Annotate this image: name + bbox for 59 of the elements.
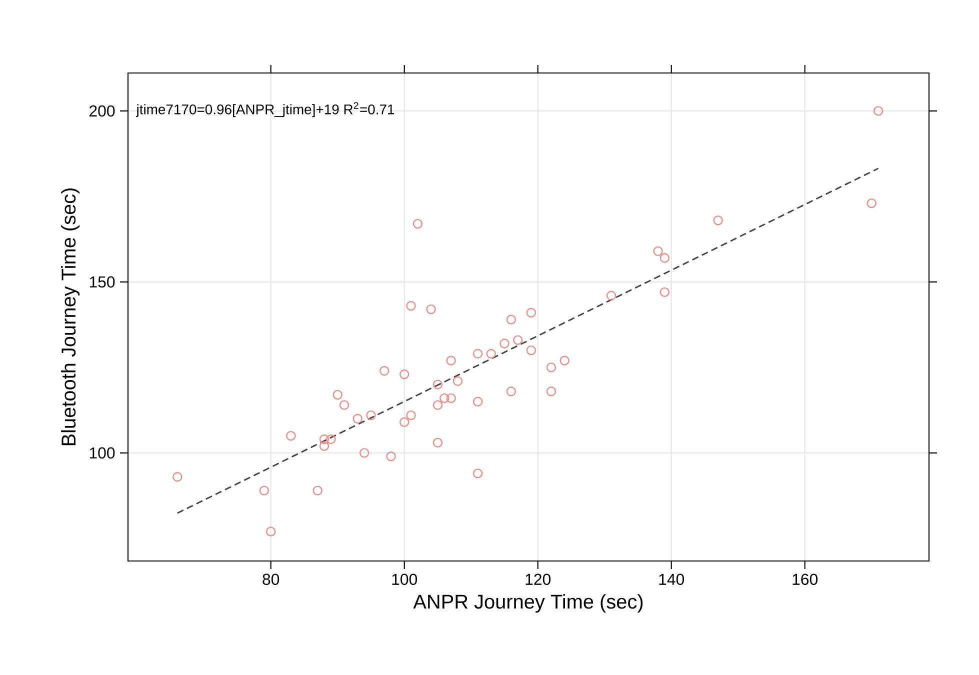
point	[546, 362, 556, 372]
x-tick-label: 120	[526, 574, 551, 585]
point	[432, 400, 443, 410]
point	[400, 417, 410, 428]
point	[526, 345, 536, 356]
point	[560, 356, 570, 366]
point	[286, 430, 296, 441]
x-tick-label: 160	[792, 574, 818, 585]
point	[319, 434, 330, 444]
point	[326, 434, 336, 444]
point	[312, 486, 322, 496]
x-tick-label: 80	[262, 574, 280, 585]
y-tick-label: 100	[90, 447, 115, 459]
point	[506, 314, 516, 324]
point	[500, 338, 510, 348]
y-tick-label: 150	[90, 276, 115, 288]
x-tick-label: 100	[392, 574, 418, 585]
point	[486, 348, 496, 359]
point	[713, 216, 723, 226]
y-axis-title: Bluetooth Journey Time (sec)	[61, 188, 80, 446]
point	[472, 396, 483, 406]
point	[426, 304, 436, 314]
point	[452, 376, 463, 386]
x-axis-title: ANPR Journey Time (sec)	[413, 594, 643, 613]
point	[432, 380, 443, 390]
point	[379, 366, 390, 376]
point	[366, 410, 376, 420]
point	[406, 301, 416, 311]
point	[472, 468, 483, 478]
point	[339, 400, 350, 410]
point	[660, 253, 670, 263]
point	[400, 369, 410, 380]
annotation: jtime7170=0.96[ANPR_jtime]+19 R$^{2}$=0.71	[136, 102, 394, 118]
point	[446, 393, 456, 404]
point	[440, 393, 450, 404]
point	[386, 452, 396, 462]
point	[432, 438, 443, 448]
point	[266, 526, 276, 536]
point	[259, 486, 270, 496]
point	[873, 106, 884, 116]
y-tick-label: 200	[90, 105, 115, 117]
point	[352, 414, 362, 424]
point	[332, 390, 342, 400]
point	[660, 287, 670, 298]
point	[359, 448, 370, 458]
point	[172, 472, 182, 482]
point	[653, 246, 663, 256]
point	[506, 386, 516, 396]
point	[526, 308, 536, 318]
point	[446, 356, 456, 366]
point	[472, 348, 483, 359]
x-tick-label: 140	[659, 574, 684, 585]
point	[866, 198, 876, 208]
point	[606, 290, 616, 300]
point	[406, 410, 416, 420]
point	[412, 218, 423, 229]
point	[319, 441, 330, 451]
point	[512, 335, 523, 345]
point	[546, 386, 556, 396]
